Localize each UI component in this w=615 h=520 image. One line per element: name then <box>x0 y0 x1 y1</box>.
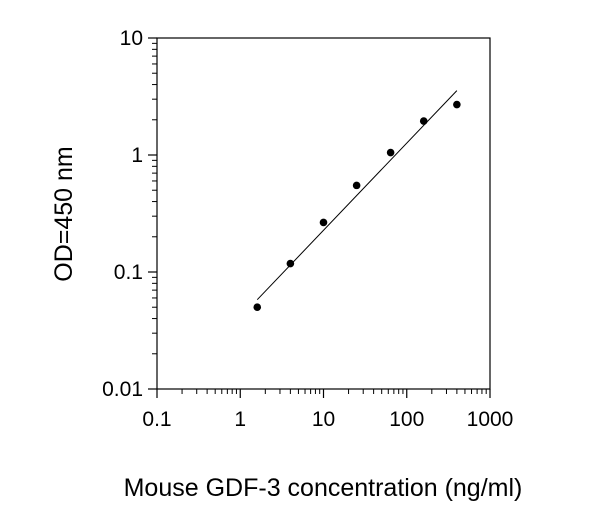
data-point <box>286 259 295 268</box>
data-point <box>419 117 428 125</box>
plot-border <box>156 37 491 390</box>
axis-ticks <box>148 37 491 398</box>
x-tick-label: 100 <box>389 408 424 431</box>
x-tick-label: 1000 <box>467 408 514 431</box>
data-points <box>253 100 461 312</box>
x-tick-label: 10 <box>312 408 335 431</box>
data-point <box>319 218 328 227</box>
y-tick-label: 0.01 <box>102 378 143 401</box>
data-point <box>253 303 262 312</box>
x-axis-title: Mouse GDF-3 concentration (ng/ml) <box>124 474 523 502</box>
y-tick-label: 1 <box>131 144 143 167</box>
y-axis-title: OD=450 nm <box>50 146 78 282</box>
plot-frame <box>156 37 491 390</box>
y-tick-label: 0.1 <box>114 261 143 284</box>
x-tick-label: 0.1 <box>142 408 171 431</box>
data-point <box>386 148 395 157</box>
data-point <box>352 181 361 190</box>
x-tick-label: 1 <box>234 408 246 431</box>
y-tick-label: 10 <box>120 27 143 50</box>
tick-labels: 0.1 1 10 100 1000 0.01 0.1 1 10 <box>102 27 513 431</box>
data-point <box>453 100 461 109</box>
